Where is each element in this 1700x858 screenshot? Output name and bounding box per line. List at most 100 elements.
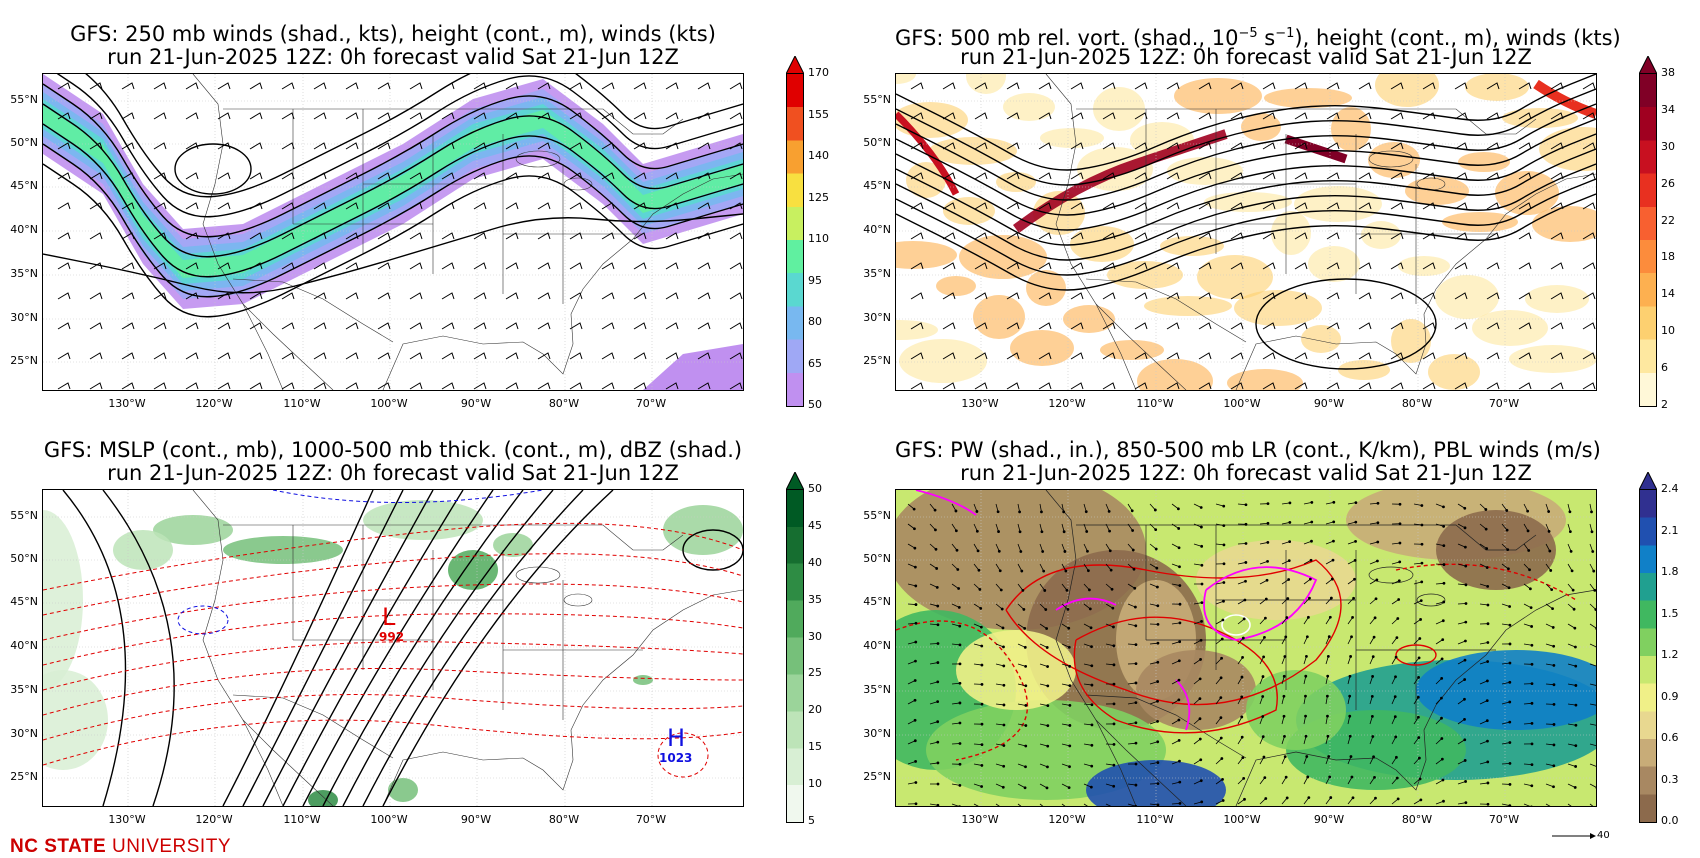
lat-label: 25°N <box>857 770 891 783</box>
colorbar-tick: 20 <box>808 703 822 716</box>
lon-label: 80°W <box>539 813 589 826</box>
lon-label: 120°W <box>1042 813 1092 826</box>
lon-label: 100°W <box>1217 397 1267 410</box>
lon-label: 80°W <box>539 397 589 410</box>
colorbar-tick: 22 <box>1661 214 1675 227</box>
colorbar-tick: 30 <box>808 630 822 643</box>
colorbar-tick: 18 <box>1661 250 1675 263</box>
colorbar-tick: 2.1 <box>1661 524 1679 537</box>
lat-label: 35°N <box>4 683 38 696</box>
lat-label: 40°N <box>857 639 891 652</box>
lon-label: 70°W <box>1479 397 1529 410</box>
lon-label: 90°W <box>451 397 501 410</box>
lat-label: 45°N <box>4 179 38 192</box>
vorticity-patch <box>966 74 1006 94</box>
vorticity-patch <box>1010 330 1074 366</box>
lon-label: 130°W <box>955 813 1005 826</box>
pw-shading <box>1136 650 1256 730</box>
vorticity-patch <box>1301 325 1341 353</box>
map-canvas <box>43 490 743 806</box>
colorbar-tick: 50 <box>808 398 822 411</box>
vorticity-patch <box>1241 113 1281 141</box>
lon-label: 90°W <box>1304 397 1354 410</box>
colorbar-tick: 34 <box>1661 103 1675 116</box>
colorbar-tick: 155 <box>808 108 829 121</box>
colorbar-tick: 170 <box>808 66 829 79</box>
panel-title-line1: GFS: MSLP (cont., mb), 1000-500 mb thick… <box>42 438 744 462</box>
panel-title-line2: run 21-Jun-2025 12Z: 0h forecast valid S… <box>895 45 1597 69</box>
reflectivity-patch <box>43 510 83 690</box>
lat-label: 30°N <box>4 727 38 740</box>
colorbar-dbz <box>786 489 804 823</box>
vorticity-patch <box>896 74 916 84</box>
lon-label: 110°W <box>277 397 327 410</box>
vorticity-patch <box>1502 108 1578 128</box>
high-pressure-symbol: H <box>667 724 685 752</box>
lat-label: 50°N <box>4 552 38 565</box>
vorticity-patch <box>1294 186 1382 222</box>
reflectivity-patch <box>308 790 338 806</box>
lat-label: 50°N <box>4 136 38 149</box>
lat-label: 25°N <box>4 354 38 367</box>
vorticity-patch <box>1308 246 1360 282</box>
vorticity-patch <box>1442 212 1518 232</box>
lat-label: 55°N <box>4 509 38 522</box>
colorbar-tick: 1.2 <box>1661 648 1679 661</box>
lon-label: 70°W <box>626 813 676 826</box>
lon-label: 120°W <box>1042 397 1092 410</box>
colorbar-tick: 45 <box>808 519 822 532</box>
vorticity-patch <box>929 137 1017 165</box>
lon-label: 110°W <box>277 813 327 826</box>
lat-label: 40°N <box>4 639 38 652</box>
colorbar-tick: 2.4 <box>1661 482 1679 495</box>
colorbar-tick: 0.3 <box>1661 773 1679 786</box>
lat-label: 45°N <box>857 179 891 192</box>
colorbar-tick: 0.9 <box>1661 690 1679 703</box>
vorticity-patch <box>899 339 987 383</box>
colorbar-tick: 15 <box>808 740 822 753</box>
vorticity-patch <box>896 241 957 269</box>
lon-label: 100°W <box>1217 813 1267 826</box>
colorbar-pw <box>1639 489 1657 823</box>
lon-label: 130°W <box>102 397 152 410</box>
map-250mb <box>42 73 744 391</box>
vorticity-patch <box>1227 369 1303 390</box>
reflectivity-patch <box>663 505 743 555</box>
vorticity-patch <box>1428 354 1480 390</box>
lat-label: 30°N <box>857 727 891 740</box>
colorbar-tick: 2 <box>1661 398 1668 411</box>
map-mslp: L 992 H 1023 <box>42 489 744 807</box>
quiver-key-label: 40 <box>1597 830 1610 841</box>
lat-label: 40°N <box>857 223 891 236</box>
colorbar-tick: 35 <box>808 593 822 606</box>
vorticity-patch <box>1204 192 1292 212</box>
colorbar-tick: 6 <box>1661 361 1668 374</box>
lat-label: 45°N <box>4 595 38 608</box>
vorticity-patch <box>936 276 976 296</box>
lon-label: 100°W <box>364 813 414 826</box>
lon-label: 120°W <box>189 397 239 410</box>
lat-label: 55°N <box>857 509 891 522</box>
map-canvas <box>896 490 1596 806</box>
vorticity-patch <box>996 172 1036 192</box>
colorbar-tick: 65 <box>808 357 822 370</box>
colorbar-tick: 10 <box>1661 324 1675 337</box>
high-pressure-value: 1023 <box>659 751 692 765</box>
vorticity-patch <box>1197 255 1273 299</box>
colorbar-tick: 50 <box>808 482 822 495</box>
map-canvas <box>43 74 743 390</box>
lat-label: 55°N <box>857 93 891 106</box>
lat-label: 45°N <box>857 595 891 608</box>
lon-label: 130°W <box>102 813 152 826</box>
vorticity-patch <box>1361 221 1401 249</box>
colorbar-tick: 14 <box>1661 287 1675 300</box>
lon-label: 70°W <box>1479 813 1529 826</box>
vorticity-patch <box>1398 256 1450 276</box>
vorticity-patch <box>1509 345 1596 373</box>
jet-speed-band <box>643 344 743 390</box>
map-pw <box>895 489 1597 807</box>
colorbar-tick: 1.8 <box>1661 565 1679 578</box>
lon-label: 110°W <box>1130 397 1180 410</box>
lat-label: 25°N <box>4 770 38 783</box>
lon-label: 110°W <box>1130 813 1180 826</box>
